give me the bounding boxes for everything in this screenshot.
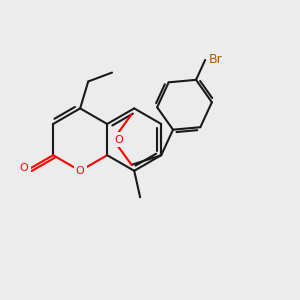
Text: O: O: [76, 166, 85, 176]
Text: O: O: [20, 164, 28, 173]
Text: Br: Br: [209, 52, 223, 66]
Text: O: O: [114, 135, 123, 145]
